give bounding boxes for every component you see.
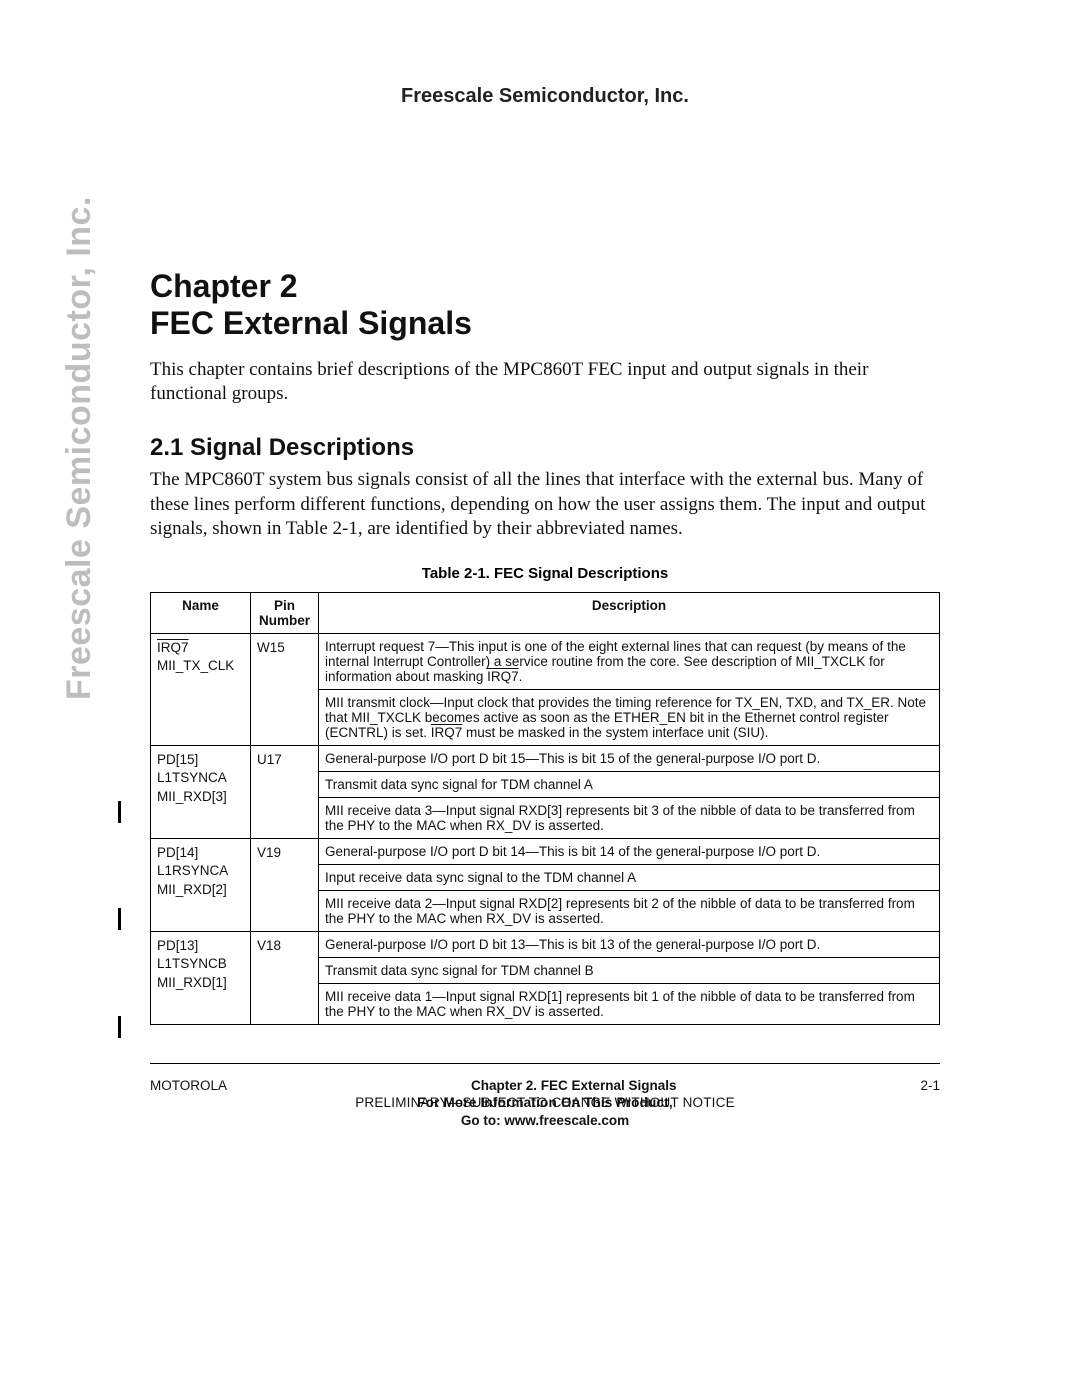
description-cell: Transmit data sync signal for TDM channe… bbox=[319, 958, 940, 984]
col-name: Name bbox=[151, 593, 251, 634]
name-cell: PD[14] L1RSYNCA MII_RXD[2] bbox=[151, 839, 251, 932]
chapter-heading: Chapter 2 FEC External Signals bbox=[150, 268, 940, 342]
chapter-line1: Chapter 2 bbox=[150, 268, 298, 304]
table-caption: Table 2-1. FEC Signal Descriptions bbox=[150, 565, 940, 582]
footer-line2b: For More Information On This Product, bbox=[150, 1095, 940, 1110]
section-paragraph: The MPC860T system bus signals consist o… bbox=[150, 468, 940, 541]
signal-name: MII_RXD[3] bbox=[157, 789, 227, 804]
col-desc: Description bbox=[319, 593, 940, 634]
signal-name: L1RSYNCA bbox=[157, 863, 228, 878]
signal-name: MII_TX_CLK bbox=[157, 658, 234, 673]
footer-right: 2-1 bbox=[920, 1078, 940, 1093]
signal-table: Name PinNumber Description IRQ7 MII_TX_CL… bbox=[150, 592, 940, 1025]
pin-cell: V19 bbox=[251, 839, 319, 932]
description-cell: Input receive data sync signal to the TD… bbox=[319, 865, 940, 891]
footer-line2: PRELIMINARY—SUBJECT TO CHANGE WITHOUT NO… bbox=[150, 1095, 940, 1111]
description-cell: MII receive data 2—Input signal RXD[2] r… bbox=[319, 891, 940, 932]
footer-row1: MOTOROLA Chapter 2. FEC External Signals… bbox=[150, 1078, 940, 1093]
table-header-row: Name PinNumber Description bbox=[151, 593, 940, 634]
col-pin-label: PinNumber bbox=[259, 598, 310, 628]
change-bar bbox=[118, 1016, 121, 1038]
table-row: PD[14]L1RSYNCAMII_RXD[2]V19General-purpo… bbox=[151, 839, 940, 865]
signal-name: L1TSYNCA bbox=[157, 770, 227, 785]
description-cell: General-purpose I/O port D bit 14—This i… bbox=[319, 839, 940, 865]
signal-name: L1TSYNCB bbox=[157, 956, 227, 971]
section-heading: 2.1 Signal Descriptions bbox=[150, 434, 940, 462]
pin-cell: W15 bbox=[251, 634, 319, 746]
chapter-line2: FEC External Signals bbox=[150, 305, 472, 341]
change-bar bbox=[118, 908, 121, 930]
footer-line3: Go to: www.freescale.com bbox=[150, 1113, 940, 1128]
description-cell: MII receive data 3—Input signal RXD[3] r… bbox=[319, 798, 940, 839]
pin-cell: U17 bbox=[251, 746, 319, 839]
name-cell: PD[15] L1TSYNCA MII_RXD[3] bbox=[151, 746, 251, 839]
col-pin: PinNumber bbox=[251, 593, 319, 634]
description-cell: MII receive data 1—Input signal RXD[1] r… bbox=[319, 984, 940, 1025]
signal-name: MII_RXD[2] bbox=[157, 882, 227, 897]
signal-name: PD[15] bbox=[157, 752, 198, 767]
footer-center: Chapter 2. FEC External Signals bbox=[471, 1078, 677, 1093]
footer-left: MOTOROLA bbox=[150, 1078, 227, 1093]
page: Freescale Semiconductor, Inc. Chapter 2 … bbox=[150, 85, 940, 1128]
signal-name: PD[13] bbox=[157, 938, 198, 953]
footer-rule bbox=[150, 1063, 940, 1064]
description-cell: Interrupt request 7—This input is one of… bbox=[319, 634, 940, 690]
description-cell: General-purpose I/O port D bit 15—This i… bbox=[319, 746, 940, 772]
description-cell: General-purpose I/O port D bit 13—This i… bbox=[319, 932, 940, 958]
signal-name: MII_RXD[1] bbox=[157, 975, 227, 990]
side-watermark: Freescale Semiconductor, Inc. bbox=[60, 196, 99, 700]
signal-name: PD[14] bbox=[157, 845, 198, 860]
table-row: PD[15]L1TSYNCAMII_RXD[3]U17General-purpo… bbox=[151, 746, 940, 772]
intro-paragraph: This chapter contains brief descriptions… bbox=[150, 358, 940, 407]
table-row: IRQ7MII_TX_CLKW15Interrupt request 7—Thi… bbox=[151, 634, 940, 690]
signal-name: IRQ7 bbox=[157, 640, 189, 655]
description-cell: MII transmit clock—Input clock that prov… bbox=[319, 690, 940, 746]
name-cell: IRQ7 MII_TX_CLK bbox=[151, 634, 251, 746]
company-header: Freescale Semiconductor, Inc. bbox=[150, 85, 940, 108]
pin-cell: V18 bbox=[251, 932, 319, 1025]
description-cell: Transmit data sync signal for TDM channe… bbox=[319, 772, 940, 798]
table-row: PD[13]L1TSYNCBMII_RXD[1]V18General-purpo… bbox=[151, 932, 940, 958]
name-cell: PD[13] L1TSYNCB MII_RXD[1] bbox=[151, 932, 251, 1025]
footer: MOTOROLA Chapter 2. FEC External Signals… bbox=[150, 1078, 940, 1128]
change-bar bbox=[118, 801, 121, 823]
